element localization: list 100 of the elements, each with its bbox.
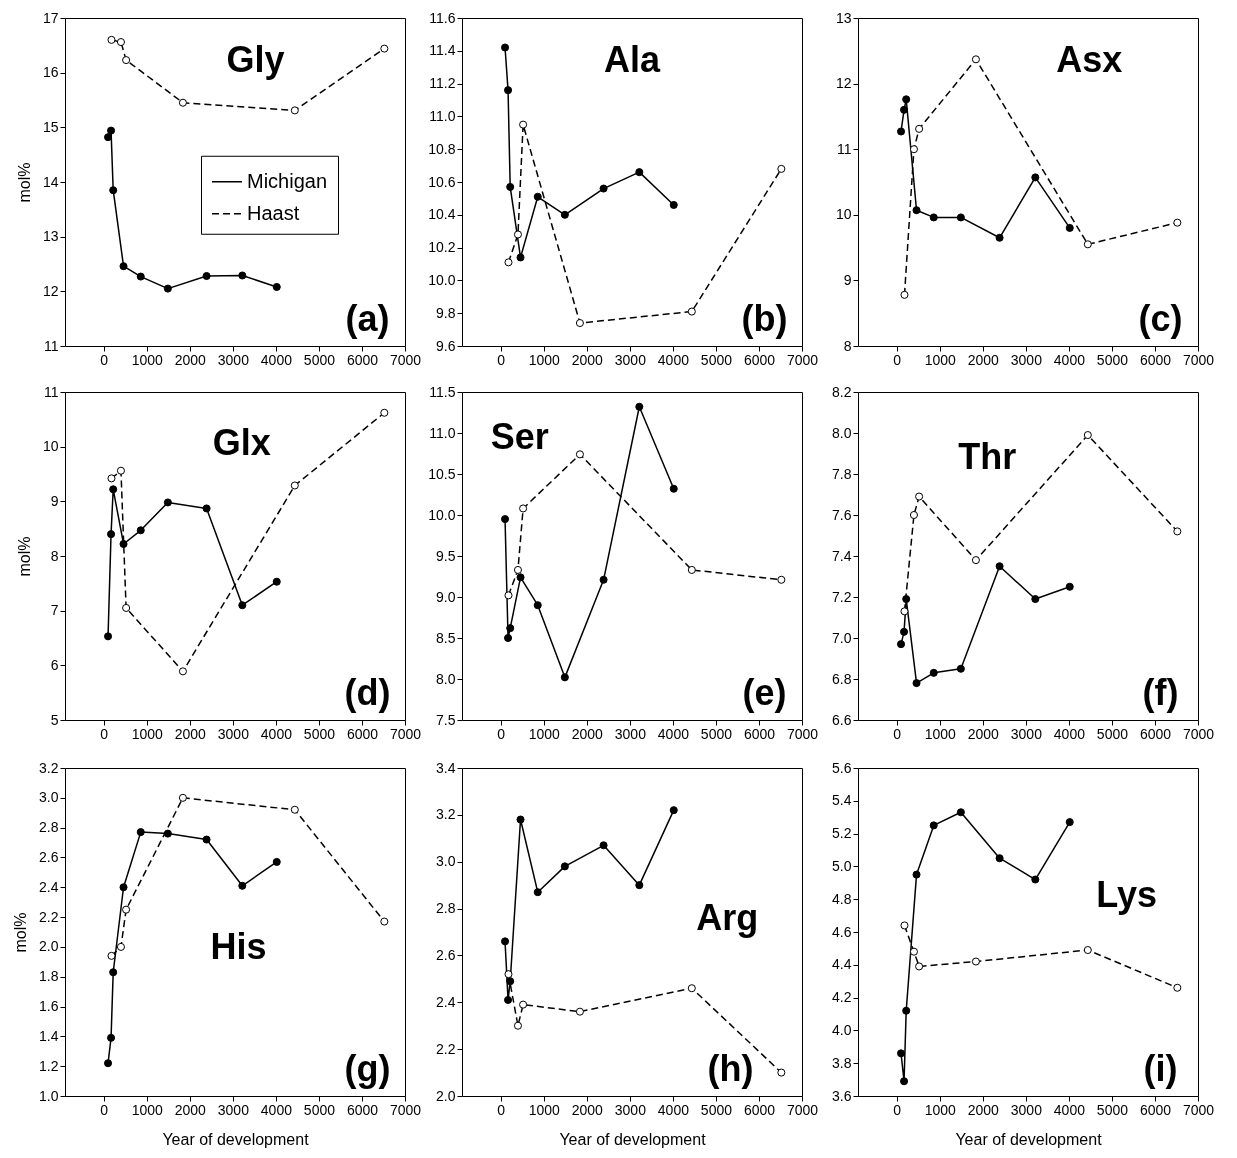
x-tick-label: 2000: [571, 725, 604, 742]
y-tick-label: 9.6: [436, 337, 456, 354]
x-tick-label: 7000: [389, 1101, 422, 1118]
x-tick-label: 0: [100, 725, 109, 742]
y-tick-label: 8.5: [436, 629, 456, 646]
annotation: (c): [1138, 297, 1183, 339]
y-axis-title: mol%: [15, 162, 33, 203]
x-tick-label: 4000: [260, 351, 293, 368]
legend-label: Michigan: [247, 169, 328, 192]
x-axis-title: Year of development: [955, 1130, 1103, 1148]
y-tick-label: 7: [50, 602, 59, 619]
y-tick-label: 4.4: [832, 956, 852, 973]
annotation: Thr: [958, 435, 1017, 477]
y-tick-label: 17: [42, 9, 59, 26]
y-tick-label: 2.2: [436, 1040, 456, 1057]
y-tick-label: 3.4: [436, 759, 456, 776]
x-tick-label: 5000: [700, 351, 733, 368]
x-tick-label: 4000: [1053, 351, 1086, 368]
x-tick-label: 2000: [571, 351, 604, 368]
y-tick-label: 3.0: [39, 789, 59, 806]
x-tick-label: 1000: [924, 351, 957, 368]
y-tick-label: 9.0: [436, 588, 456, 605]
y-tick-label: 2.4: [436, 993, 456, 1010]
y-tick-label: 6.6: [832, 711, 852, 728]
x-tick-label: 0: [893, 1101, 902, 1118]
x-tick-label: 1000: [528, 1101, 561, 1118]
annotation: Ser: [490, 415, 549, 457]
x-tick-label: 7000: [389, 725, 422, 742]
x-tick-label: 6000: [346, 351, 379, 368]
y-tick-label: 8.0: [832, 424, 852, 441]
x-tick-label: 4000: [657, 725, 690, 742]
x-tick-label: 5000: [1096, 725, 1129, 742]
y-tick-label: 2.0: [39, 938, 59, 955]
x-tick-label: 7000: [1182, 351, 1215, 368]
x-tick-label: 4000: [657, 351, 690, 368]
x-tick-label: 3000: [217, 1101, 250, 1118]
x-tick-label: 6000: [743, 1101, 776, 1118]
y-tick-label: 5.2: [832, 825, 852, 842]
y-tick-label: 15: [42, 118, 59, 135]
x-tick-label: 5000: [303, 725, 336, 742]
x-tick-label: 1000: [528, 725, 561, 742]
x-tick-label: 4000: [260, 725, 293, 742]
y-tick-label: 13: [42, 228, 59, 245]
y-tick-label: 7.6: [832, 506, 852, 523]
y-tick-label: 2.6: [39, 848, 59, 865]
y-tick-label: 1.8: [39, 968, 59, 985]
x-tick-label: 7000: [389, 351, 422, 368]
x-tick-label: 3000: [614, 725, 647, 742]
x-tick-label: 5000: [700, 725, 733, 742]
y-tick-label: 11: [836, 140, 852, 157]
x-tick-label: 0: [497, 725, 506, 742]
x-tick-label: 3000: [1010, 1101, 1043, 1118]
y-tick-label: 4.0: [832, 1021, 852, 1038]
x-tick-label: 1000: [131, 1101, 164, 1118]
x-tick-label: 5000: [1096, 1101, 1129, 1118]
y-tick-label: 2.0: [436, 1087, 456, 1104]
y-tick-label: 7.0: [832, 629, 852, 646]
x-tick-label: 6000: [1139, 725, 1172, 742]
y-tick-label: 10.0: [428, 271, 456, 288]
y-tick-label: 16: [42, 64, 59, 81]
annotation: Lys: [1096, 873, 1157, 915]
y-tick-label: 4.2: [832, 989, 852, 1006]
x-tick-label: 6000: [346, 1101, 379, 1118]
y-tick-label: 10: [42, 438, 59, 455]
annotation: Glx: [212, 422, 271, 464]
annotation: Ala: [603, 38, 661, 80]
annotation: (g): [344, 1047, 391, 1089]
x-tick-label: 2000: [967, 351, 1000, 368]
y-tick-label: 6: [50, 656, 59, 673]
y-tick-label: 11: [43, 337, 59, 354]
x-axis-title: Year of development: [559, 1130, 707, 1148]
x-tick-label: 2000: [967, 725, 1000, 742]
y-axis-title: mol%: [12, 912, 30, 953]
x-tick-label: 6000: [346, 725, 379, 742]
x-tick-label: 3000: [217, 725, 250, 742]
y-tick-label: 11: [43, 383, 59, 400]
y-tick-label: 10.6: [428, 173, 456, 190]
y-tick-label: 11.4: [429, 42, 456, 59]
y-tick-label: 9.8: [436, 304, 456, 321]
annotation: (f): [1142, 671, 1179, 713]
x-tick-label: 2000: [174, 725, 207, 742]
x-tick-label: 0: [497, 1101, 506, 1118]
x-tick-label: 2000: [174, 1101, 207, 1118]
y-tick-label: 2.8: [436, 900, 456, 917]
x-tick-label: 6000: [1139, 351, 1172, 368]
y-tick-label: 4.6: [832, 923, 852, 940]
y-tick-label: 5: [50, 711, 59, 728]
x-tick-label: 3000: [614, 1101, 647, 1118]
y-tick-label: 10.4: [428, 206, 456, 223]
y-tick-label: 7.2: [832, 588, 852, 605]
y-tick-label: 8: [50, 547, 59, 564]
annotation: (a): [345, 297, 390, 339]
x-tick-label: 7000: [1182, 725, 1215, 742]
y-tick-label: 7.5: [436, 711, 456, 728]
y-tick-label: 2.6: [436, 946, 456, 963]
y-tick-label: 8.0: [436, 670, 456, 687]
x-tick-label: 1000: [131, 351, 164, 368]
y-tick-label: 12: [42, 282, 59, 299]
annotation: Gly: [226, 38, 285, 80]
y-tick-label: 4.8: [832, 890, 852, 907]
